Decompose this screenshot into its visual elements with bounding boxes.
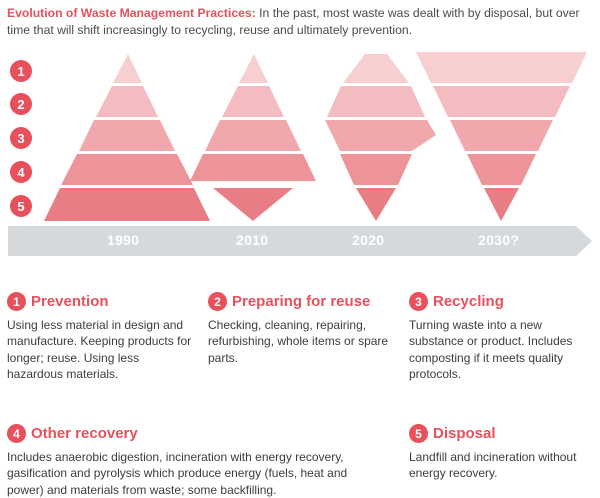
shape-2030-band-1 bbox=[416, 52, 587, 83]
shape-2030 bbox=[416, 52, 587, 221]
level-5-marker: 5 bbox=[10, 195, 32, 217]
shape-2020-band-2 bbox=[327, 86, 425, 117]
title-text: In the past, most waste was dealt with b… bbox=[7, 6, 580, 37]
shape-1990-band-1 bbox=[113, 54, 142, 83]
category-title: Other recovery bbox=[31, 425, 138, 442]
category-title: Preparing for reuse bbox=[232, 293, 371, 310]
shape-2020-band-1 bbox=[343, 54, 409, 83]
shape-1990-band-4 bbox=[61, 154, 193, 185]
shape-2030-band-3 bbox=[450, 120, 553, 151]
level-1-marker: 1 bbox=[10, 60, 32, 82]
waste-hierarchy-diagram bbox=[8, 52, 592, 256]
category-prevention: 1 Prevention Using less material in desig… bbox=[7, 292, 192, 383]
year-2010-label: 2010 bbox=[236, 232, 269, 248]
category-other-recovery: 4 Other recovery Includes anaerobic diges… bbox=[7, 424, 375, 498]
level-4-marker: 4 bbox=[10, 161, 32, 183]
level-2-marker: 2 bbox=[10, 93, 32, 115]
category-title: Recycling bbox=[433, 293, 504, 310]
year-1990-label: 1990 bbox=[107, 232, 140, 248]
shape-2010 bbox=[190, 54, 316, 221]
category-number-badge: 1 bbox=[7, 292, 26, 311]
category-description: Landfill and incineration without energy… bbox=[409, 450, 577, 481]
category-disposal: 5 Disposal Landfill and incineration with… bbox=[409, 424, 589, 482]
category-title: Prevention bbox=[31, 293, 109, 310]
shape-2010-band-5 bbox=[213, 188, 293, 221]
shape-2030-band-4 bbox=[467, 154, 536, 185]
category-preparing-for-reuse: 2 Preparing for reuse Checking, cleaning,… bbox=[208, 292, 393, 366]
title-lead: Evolution of Waste Management Practices: bbox=[7, 6, 256, 20]
shape-1990-band-3 bbox=[79, 120, 175, 151]
shape-2020-band-5 bbox=[356, 188, 396, 221]
shape-2010-band-1 bbox=[239, 54, 268, 83]
figure-title: Evolution of Waste Management Practices:… bbox=[7, 5, 597, 39]
category-number-badge: 5 bbox=[409, 424, 428, 443]
category-title: Disposal bbox=[433, 425, 496, 442]
shape-1990-band-5 bbox=[44, 188, 210, 221]
shape-2010-band-4 bbox=[190, 154, 316, 181]
shape-2030-band-2 bbox=[433, 86, 570, 117]
category-recycling: 3 Recycling Turning waste into a new subs… bbox=[409, 292, 595, 383]
shape-1990 bbox=[44, 54, 210, 221]
category-number-badge: 4 bbox=[7, 424, 26, 443]
year-2030-label: 2030? bbox=[478, 232, 520, 248]
category-description: Checking, cleaning, repairing, refurbish… bbox=[208, 318, 389, 365]
category-number-badge: 2 bbox=[208, 292, 227, 311]
timeline-arrow bbox=[8, 226, 592, 256]
year-2020-label: 2020 bbox=[352, 232, 385, 248]
category-description: Using less material in design and manufa… bbox=[7, 318, 192, 382]
shape-2020 bbox=[325, 54, 436, 221]
shape-2030-band-5 bbox=[484, 188, 519, 221]
shape-2020-band-3 bbox=[325, 120, 436, 151]
category-description: Turning waste into a new substance or pr… bbox=[409, 318, 573, 382]
category-description: Includes anaerobic digestion, incinerati… bbox=[7, 450, 348, 497]
shape-2010-band-2 bbox=[222, 86, 284, 117]
category-number-badge: 3 bbox=[409, 292, 428, 311]
shape-2020-band-4 bbox=[340, 154, 412, 185]
shape-1990-band-2 bbox=[96, 86, 158, 117]
level-3-marker: 3 bbox=[10, 127, 32, 149]
shape-2010-band-3 bbox=[205, 120, 301, 151]
